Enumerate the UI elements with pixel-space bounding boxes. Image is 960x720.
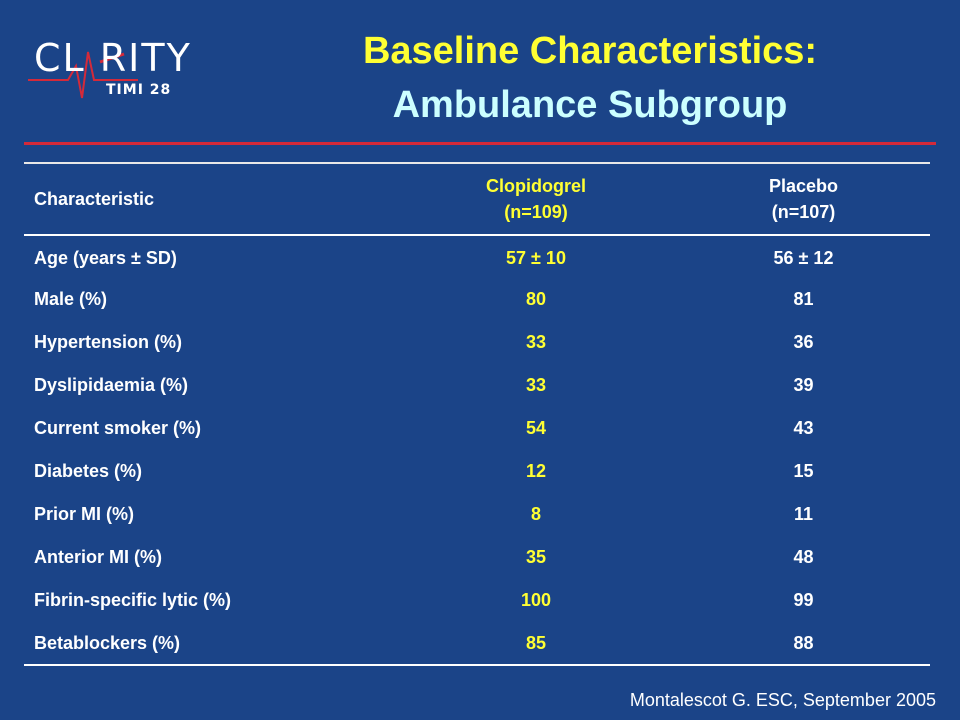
header-characteristic: Characteristic	[34, 189, 155, 209]
table-row: Betablockers (%) 85 88	[24, 622, 930, 665]
table-row: Fibrin-specific lytic (%) 100 99	[24, 579, 930, 622]
clopidogrel-value: 35	[525, 547, 547, 567]
header-placebo: Placebo (n=107)	[768, 176, 839, 222]
clopidogrel-value: 54	[525, 418, 547, 438]
placebo-value: 48	[793, 547, 814, 567]
placebo-value: 56 ± 12	[773, 248, 834, 268]
row-label: Current smoker (%)	[34, 418, 202, 438]
table-row: Dyslipidaemia (%) 33 39	[24, 364, 930, 407]
clopidogrel-value: 12	[525, 461, 547, 481]
header-clopidogrel: Clopidogrel (n=109)	[486, 176, 586, 222]
citation: Montalescot G. ESC, September 2005	[629, 690, 936, 710]
clopidogrel-value: 33	[525, 375, 547, 395]
row-label: Hypertension (%)	[34, 332, 183, 352]
table-header-row: Characteristic Clopidogrel (n=109) Place…	[24, 163, 930, 235]
table-row: Prior MI (%) 8 11	[24, 493, 930, 536]
clopidogrel-value: 33	[525, 332, 547, 352]
row-label: Betablockers (%)	[34, 632, 181, 653]
row-label: Diabetes (%)	[34, 461, 143, 481]
placebo-value: 99	[793, 590, 814, 610]
row-label: Male (%)	[34, 289, 108, 309]
clarity-logo: CL RITY TIMI 28	[28, 36, 228, 116]
slide-subtitle: Ambulance Subgroup	[392, 84, 788, 126]
logo-text: CL RITY	[34, 36, 192, 80]
title-divider	[24, 142, 936, 145]
clopidogrel-value: 100	[520, 590, 552, 610]
placebo-value: 81	[793, 289, 814, 309]
row-label: Dyslipidaemia (%)	[34, 375, 189, 395]
placebo-value: 88	[793, 632, 814, 653]
placebo-value: 15	[793, 461, 814, 481]
clopidogrel-value: 85	[525, 632, 547, 653]
clopidogrel-value: 80	[525, 289, 547, 309]
placebo-value: 36	[793, 332, 814, 352]
baseline-table: Characteristic Clopidogrel (n=109) Place…	[24, 162, 930, 666]
placebo-value: 11	[793, 504, 814, 524]
row-label: Anterior MI (%)	[34, 547, 162, 567]
placebo-value: 43	[793, 418, 814, 438]
table-row: Male (%) 80 81	[24, 278, 930, 321]
row-label: Age (years ± SD)	[34, 248, 177, 268]
table-row: Current smoker (%) 54 43	[24, 407, 930, 450]
slide-title: Baseline Characteristics:	[362, 30, 818, 72]
clopidogrel-value: 57 ± 10	[506, 248, 566, 268]
table-row: Age (years ± SD) 57 ± 10 56 ± 12	[24, 235, 930, 278]
clopidogrel-value: 8	[530, 504, 541, 524]
row-label: Prior MI (%)	[34, 504, 135, 524]
table-row: Hypertension (%) 33 36	[24, 321, 930, 364]
ecg-trace-icon	[28, 51, 138, 99]
logo-subtitle: TIMI 28	[106, 82, 172, 98]
row-label: Fibrin-specific lytic (%)	[34, 590, 232, 610]
table-row: Anterior MI (%) 35 48	[24, 536, 930, 579]
table-row: Diabetes (%) 12 15	[24, 450, 930, 493]
placebo-value: 39	[793, 375, 814, 395]
